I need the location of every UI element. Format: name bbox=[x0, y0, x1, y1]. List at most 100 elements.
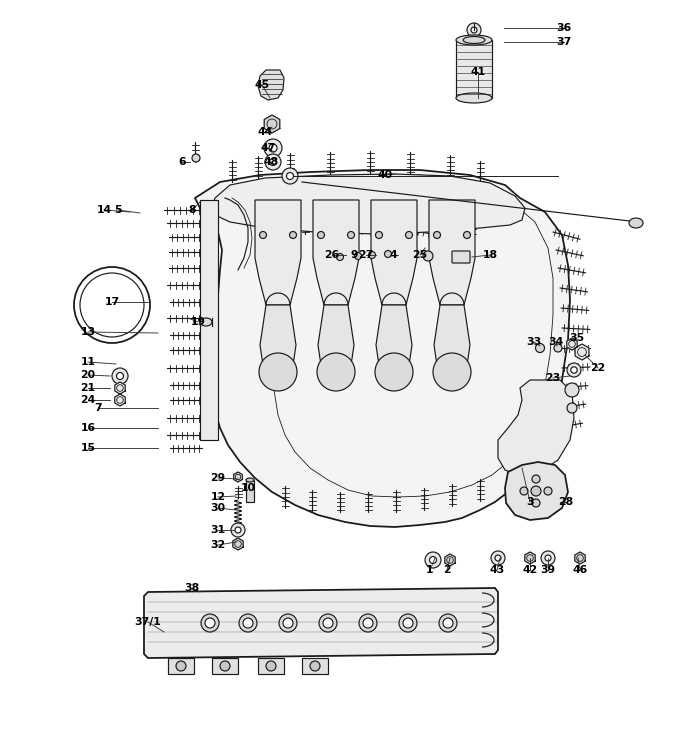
Polygon shape bbox=[234, 472, 242, 482]
Circle shape bbox=[399, 614, 417, 632]
Polygon shape bbox=[444, 554, 455, 566]
Polygon shape bbox=[115, 394, 125, 406]
Text: 30: 30 bbox=[211, 503, 225, 513]
Circle shape bbox=[433, 231, 440, 239]
Text: 31: 31 bbox=[211, 525, 225, 535]
Circle shape bbox=[544, 487, 552, 495]
Text: 34: 34 bbox=[548, 337, 564, 347]
Circle shape bbox=[423, 251, 433, 261]
Circle shape bbox=[192, 154, 200, 162]
Text: 13: 13 bbox=[80, 327, 96, 337]
Polygon shape bbox=[429, 200, 475, 305]
Bar bbox=[258, 658, 284, 674]
Text: 20: 20 bbox=[80, 370, 96, 380]
Circle shape bbox=[235, 527, 241, 533]
Text: 16: 16 bbox=[80, 423, 96, 433]
Circle shape bbox=[116, 373, 123, 379]
Polygon shape bbox=[318, 305, 354, 372]
Circle shape bbox=[567, 403, 577, 413]
Text: 7: 7 bbox=[94, 403, 101, 413]
Circle shape bbox=[403, 618, 413, 628]
FancyBboxPatch shape bbox=[452, 251, 470, 263]
Text: 47: 47 bbox=[260, 143, 276, 153]
Text: 14: 14 bbox=[97, 205, 111, 215]
Circle shape bbox=[354, 253, 361, 260]
Polygon shape bbox=[212, 174, 525, 234]
Circle shape bbox=[536, 343, 545, 352]
Polygon shape bbox=[115, 382, 125, 394]
Circle shape bbox=[567, 363, 581, 377]
Circle shape bbox=[359, 614, 377, 632]
Circle shape bbox=[384, 251, 391, 257]
Polygon shape bbox=[195, 170, 570, 527]
Polygon shape bbox=[567, 338, 577, 350]
Circle shape bbox=[319, 614, 337, 632]
Text: 45: 45 bbox=[254, 80, 270, 90]
Text: 24: 24 bbox=[80, 395, 96, 405]
Bar bbox=[246, 480, 254, 502]
Text: 10: 10 bbox=[241, 483, 256, 493]
Ellipse shape bbox=[456, 93, 492, 103]
Text: 41: 41 bbox=[470, 67, 486, 77]
Circle shape bbox=[220, 661, 230, 671]
Text: 1: 1 bbox=[426, 565, 434, 575]
Ellipse shape bbox=[246, 478, 254, 482]
Circle shape bbox=[264, 139, 282, 157]
Circle shape bbox=[368, 251, 375, 259]
Circle shape bbox=[323, 618, 333, 628]
Ellipse shape bbox=[629, 218, 643, 228]
Circle shape bbox=[439, 614, 457, 632]
Text: 40: 40 bbox=[377, 170, 393, 180]
Text: 22: 22 bbox=[590, 363, 606, 373]
Text: 43: 43 bbox=[489, 565, 505, 575]
Circle shape bbox=[545, 555, 551, 561]
Polygon shape bbox=[376, 305, 412, 372]
Polygon shape bbox=[260, 305, 296, 372]
Circle shape bbox=[495, 555, 501, 561]
Circle shape bbox=[425, 552, 441, 568]
Text: 46: 46 bbox=[573, 565, 587, 575]
Circle shape bbox=[347, 231, 354, 239]
Circle shape bbox=[176, 661, 186, 671]
Circle shape bbox=[554, 344, 562, 352]
Circle shape bbox=[290, 231, 297, 239]
Ellipse shape bbox=[456, 35, 492, 45]
Circle shape bbox=[259, 353, 297, 391]
Polygon shape bbox=[255, 200, 301, 305]
Text: 9: 9 bbox=[350, 250, 358, 260]
Circle shape bbox=[520, 487, 528, 495]
Circle shape bbox=[565, 383, 579, 397]
Polygon shape bbox=[575, 552, 585, 564]
Circle shape bbox=[282, 168, 298, 184]
Bar bbox=[212, 658, 238, 674]
Circle shape bbox=[317, 353, 355, 391]
Bar bbox=[302, 658, 328, 674]
Text: 4: 4 bbox=[389, 250, 397, 260]
Text: 37: 37 bbox=[556, 37, 572, 47]
Circle shape bbox=[270, 159, 276, 165]
Text: 6: 6 bbox=[178, 157, 186, 167]
Circle shape bbox=[463, 231, 470, 239]
Text: 18: 18 bbox=[482, 250, 498, 260]
Circle shape bbox=[405, 231, 412, 239]
Circle shape bbox=[531, 486, 541, 496]
Text: 28: 28 bbox=[559, 497, 573, 507]
Polygon shape bbox=[264, 115, 280, 133]
Circle shape bbox=[375, 231, 382, 239]
Text: 36: 36 bbox=[556, 23, 572, 33]
Circle shape bbox=[205, 618, 215, 628]
Text: 48: 48 bbox=[263, 157, 279, 167]
Polygon shape bbox=[434, 305, 470, 372]
Text: 8: 8 bbox=[188, 205, 196, 215]
Ellipse shape bbox=[463, 37, 485, 43]
Circle shape bbox=[363, 618, 373, 628]
Text: 2: 2 bbox=[443, 565, 451, 575]
Text: 32: 32 bbox=[211, 540, 225, 550]
Circle shape bbox=[265, 154, 281, 170]
Text: 39: 39 bbox=[540, 565, 556, 575]
Polygon shape bbox=[371, 200, 417, 305]
Text: 33: 33 bbox=[526, 337, 542, 347]
Text: 5: 5 bbox=[114, 205, 122, 215]
Circle shape bbox=[430, 557, 437, 563]
Circle shape bbox=[532, 499, 540, 507]
